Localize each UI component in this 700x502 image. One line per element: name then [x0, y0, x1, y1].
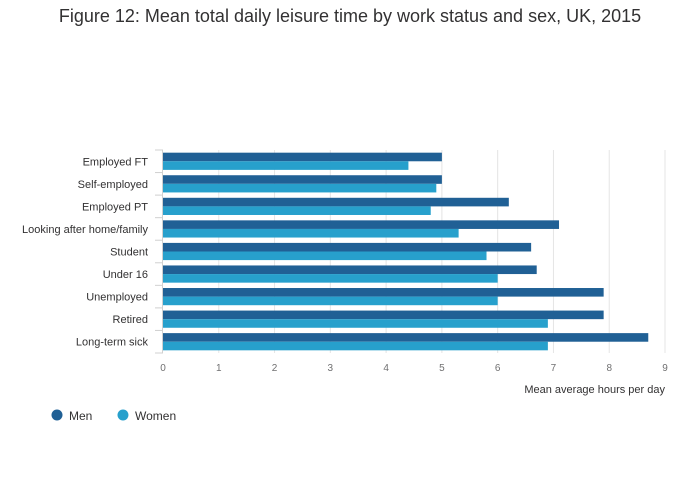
x-tick-label: 3 [328, 363, 334, 374]
bar-men [163, 333, 649, 342]
bar-men [163, 220, 560, 229]
category-label: Under 16 [103, 269, 148, 281]
x-tick-label: 2 [272, 363, 278, 374]
bar-men [163, 152, 442, 162]
category-label: Self-employed [78, 179, 148, 191]
bar-men [163, 310, 604, 320]
chart-title: Figure 12: Mean total daily leisure time… [58, 6, 642, 26]
bar-men [163, 197, 509, 207]
category-label: Employed PT [82, 201, 148, 213]
category-label: Long-term sick [76, 337, 149, 349]
x-tick-label: 8 [606, 363, 612, 374]
x-tick-label: 6 [495, 363, 501, 374]
legend-marker-women [117, 409, 129, 421]
bar-women [163, 228, 459, 238]
category-label: Retired [113, 314, 148, 326]
legend-label-men: Men [69, 409, 92, 423]
bar-men [163, 175, 442, 184]
bar-women [163, 296, 498, 306]
x-tick-label: 0 [160, 363, 166, 374]
x-tick-label: 1 [216, 363, 222, 374]
bar-women [163, 161, 409, 170]
bar-men [163, 242, 532, 252]
x-tick-label: 4 [383, 363, 389, 374]
x-tick-label: 7 [551, 363, 557, 374]
x-tick-label: 9 [662, 363, 668, 374]
bar-women [163, 319, 548, 328]
category-label: Looking after home/family [22, 224, 148, 236]
bar-women [163, 341, 548, 351]
legend-label-women: Women [135, 409, 176, 423]
category-label: Unemployed [86, 292, 148, 304]
bar-women [163, 206, 431, 215]
legend-marker-men [51, 409, 63, 421]
bar-men [163, 265, 537, 275]
bar-women [163, 183, 437, 193]
bar-women [163, 274, 498, 283]
category-label: Employed FT [83, 156, 149, 168]
x-axis-title: Mean average hours per day [524, 384, 665, 396]
bar-men [163, 288, 604, 297]
bar-women [163, 251, 487, 261]
category-label: Student [110, 247, 148, 259]
x-tick-label: 5 [439, 363, 445, 374]
